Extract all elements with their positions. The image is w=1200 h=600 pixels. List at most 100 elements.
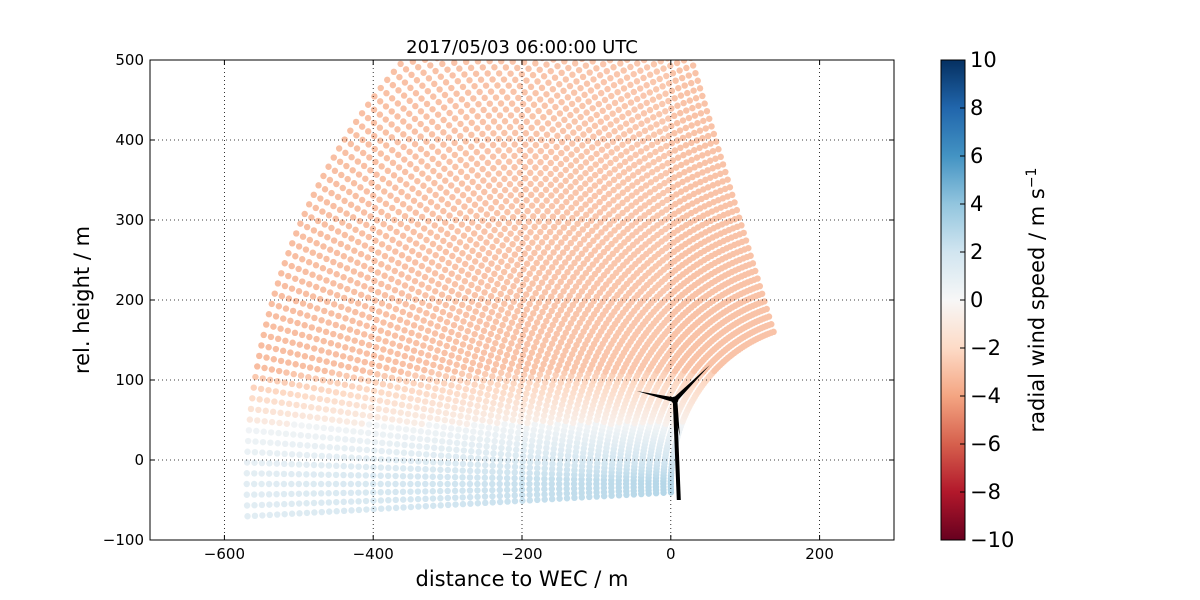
scatter-point bbox=[392, 392, 400, 399]
scatter-point bbox=[548, 278, 555, 286]
scatter-point bbox=[620, 67, 627, 74]
scatter-point bbox=[605, 180, 613, 187]
scatter-point bbox=[347, 355, 354, 362]
scatter-point bbox=[570, 480, 578, 488]
scatter-point bbox=[444, 473, 451, 481]
scatter-point bbox=[295, 243, 303, 250]
scatter-point bbox=[384, 472, 392, 480]
scatter-point bbox=[607, 74, 614, 82]
scatter-point bbox=[358, 230, 366, 237]
scatter-point bbox=[508, 422, 516, 429]
scatter-point bbox=[413, 404, 420, 411]
scatter-point bbox=[292, 253, 299, 260]
scatter-point bbox=[589, 261, 597, 268]
scatter-point bbox=[533, 381, 540, 389]
scatter-point bbox=[551, 335, 558, 342]
scatter-point bbox=[270, 356, 277, 363]
scatter-point bbox=[685, 114, 693, 122]
scatter-point bbox=[314, 414, 321, 421]
scatter-point bbox=[457, 120, 464, 128]
scatter-point bbox=[522, 141, 529, 148]
scatter-point bbox=[327, 289, 334, 296]
scatter-point bbox=[696, 161, 703, 169]
scatter-point bbox=[484, 436, 491, 444]
scatter-point bbox=[640, 165, 647, 172]
scatter-point bbox=[432, 305, 440, 313]
scatter-point bbox=[451, 60, 458, 66]
scatter-point bbox=[243, 470, 251, 477]
scatter-point bbox=[282, 337, 289, 344]
scatter-point bbox=[334, 380, 341, 387]
scatter-point bbox=[297, 372, 305, 379]
scatter-point bbox=[346, 326, 354, 333]
scatter-point bbox=[422, 398, 429, 405]
scatter-point bbox=[475, 396, 483, 403]
scatter-point bbox=[321, 307, 328, 315]
scatter-point bbox=[293, 401, 300, 409]
scatter-point bbox=[465, 196, 473, 204]
scatter-point bbox=[316, 274, 323, 281]
scatter-point bbox=[378, 241, 386, 248]
scatter-point bbox=[530, 213, 537, 220]
scatter-point bbox=[348, 154, 355, 161]
scatter-point bbox=[569, 140, 576, 147]
scatter-point bbox=[251, 470, 258, 477]
scatter-point bbox=[428, 407, 435, 414]
scatter-point bbox=[422, 466, 429, 473]
scatter-point bbox=[334, 193, 342, 201]
scatter-point bbox=[498, 395, 506, 403]
scatter-point bbox=[343, 418, 351, 425]
scatter-point bbox=[501, 337, 508, 344]
scatter-point bbox=[339, 353, 347, 360]
scatter-point bbox=[561, 315, 568, 323]
scatter-point bbox=[428, 131, 436, 138]
scatter-point bbox=[504, 94, 511, 101]
scatter-point bbox=[422, 458, 430, 466]
x-axis-label: distance to WEC / m bbox=[416, 567, 629, 591]
scatter-point bbox=[407, 480, 414, 488]
scatter-point bbox=[265, 344, 272, 351]
scatter-point bbox=[363, 446, 371, 454]
scatter-point bbox=[538, 294, 546, 301]
scatter-point bbox=[476, 318, 483, 325]
scatter-point bbox=[531, 249, 538, 257]
scatter-point bbox=[596, 209, 604, 216]
scatter-point bbox=[254, 363, 261, 370]
scatter-point bbox=[422, 292, 429, 299]
scatter-point bbox=[476, 340, 483, 347]
scatter-point bbox=[385, 303, 393, 310]
scatter-point bbox=[352, 365, 359, 373]
scatter-point bbox=[394, 384, 401, 391]
scatter-point bbox=[411, 419, 418, 426]
scatter-point bbox=[571, 457, 579, 465]
scatter-point bbox=[441, 380, 448, 387]
scatter-point bbox=[484, 147, 491, 155]
scatter-point bbox=[347, 256, 354, 263]
scatter-point bbox=[390, 172, 398, 179]
scatter-point bbox=[547, 170, 554, 178]
scatter-point bbox=[407, 84, 414, 92]
scatter-point bbox=[497, 100, 505, 107]
scatter-point bbox=[266, 449, 273, 457]
scatter-point bbox=[584, 137, 592, 145]
scatter-point bbox=[499, 242, 506, 249]
scatter-point bbox=[408, 266, 415, 274]
scatter-point bbox=[437, 459, 444, 466]
colorbar-label: radial wind speed / m s−1 bbox=[1024, 168, 1049, 433]
scatter-point bbox=[484, 124, 492, 131]
scatter-point bbox=[548, 465, 556, 473]
scatter-point bbox=[412, 102, 419, 110]
scatter-point bbox=[376, 229, 383, 236]
scatter-point bbox=[368, 286, 375, 293]
scatter-point bbox=[527, 135, 535, 143]
scatter-point bbox=[426, 187, 433, 194]
scatter-point bbox=[593, 150, 600, 158]
scatter-point bbox=[531, 421, 538, 428]
scatter-point bbox=[413, 165, 420, 173]
scatter-point bbox=[295, 265, 302, 273]
turbine-blade bbox=[673, 365, 710, 402]
scatter-point bbox=[501, 175, 508, 183]
scatter-point bbox=[489, 456, 497, 463]
scatter-point bbox=[645, 162, 652, 169]
scatter-point bbox=[474, 500, 482, 507]
